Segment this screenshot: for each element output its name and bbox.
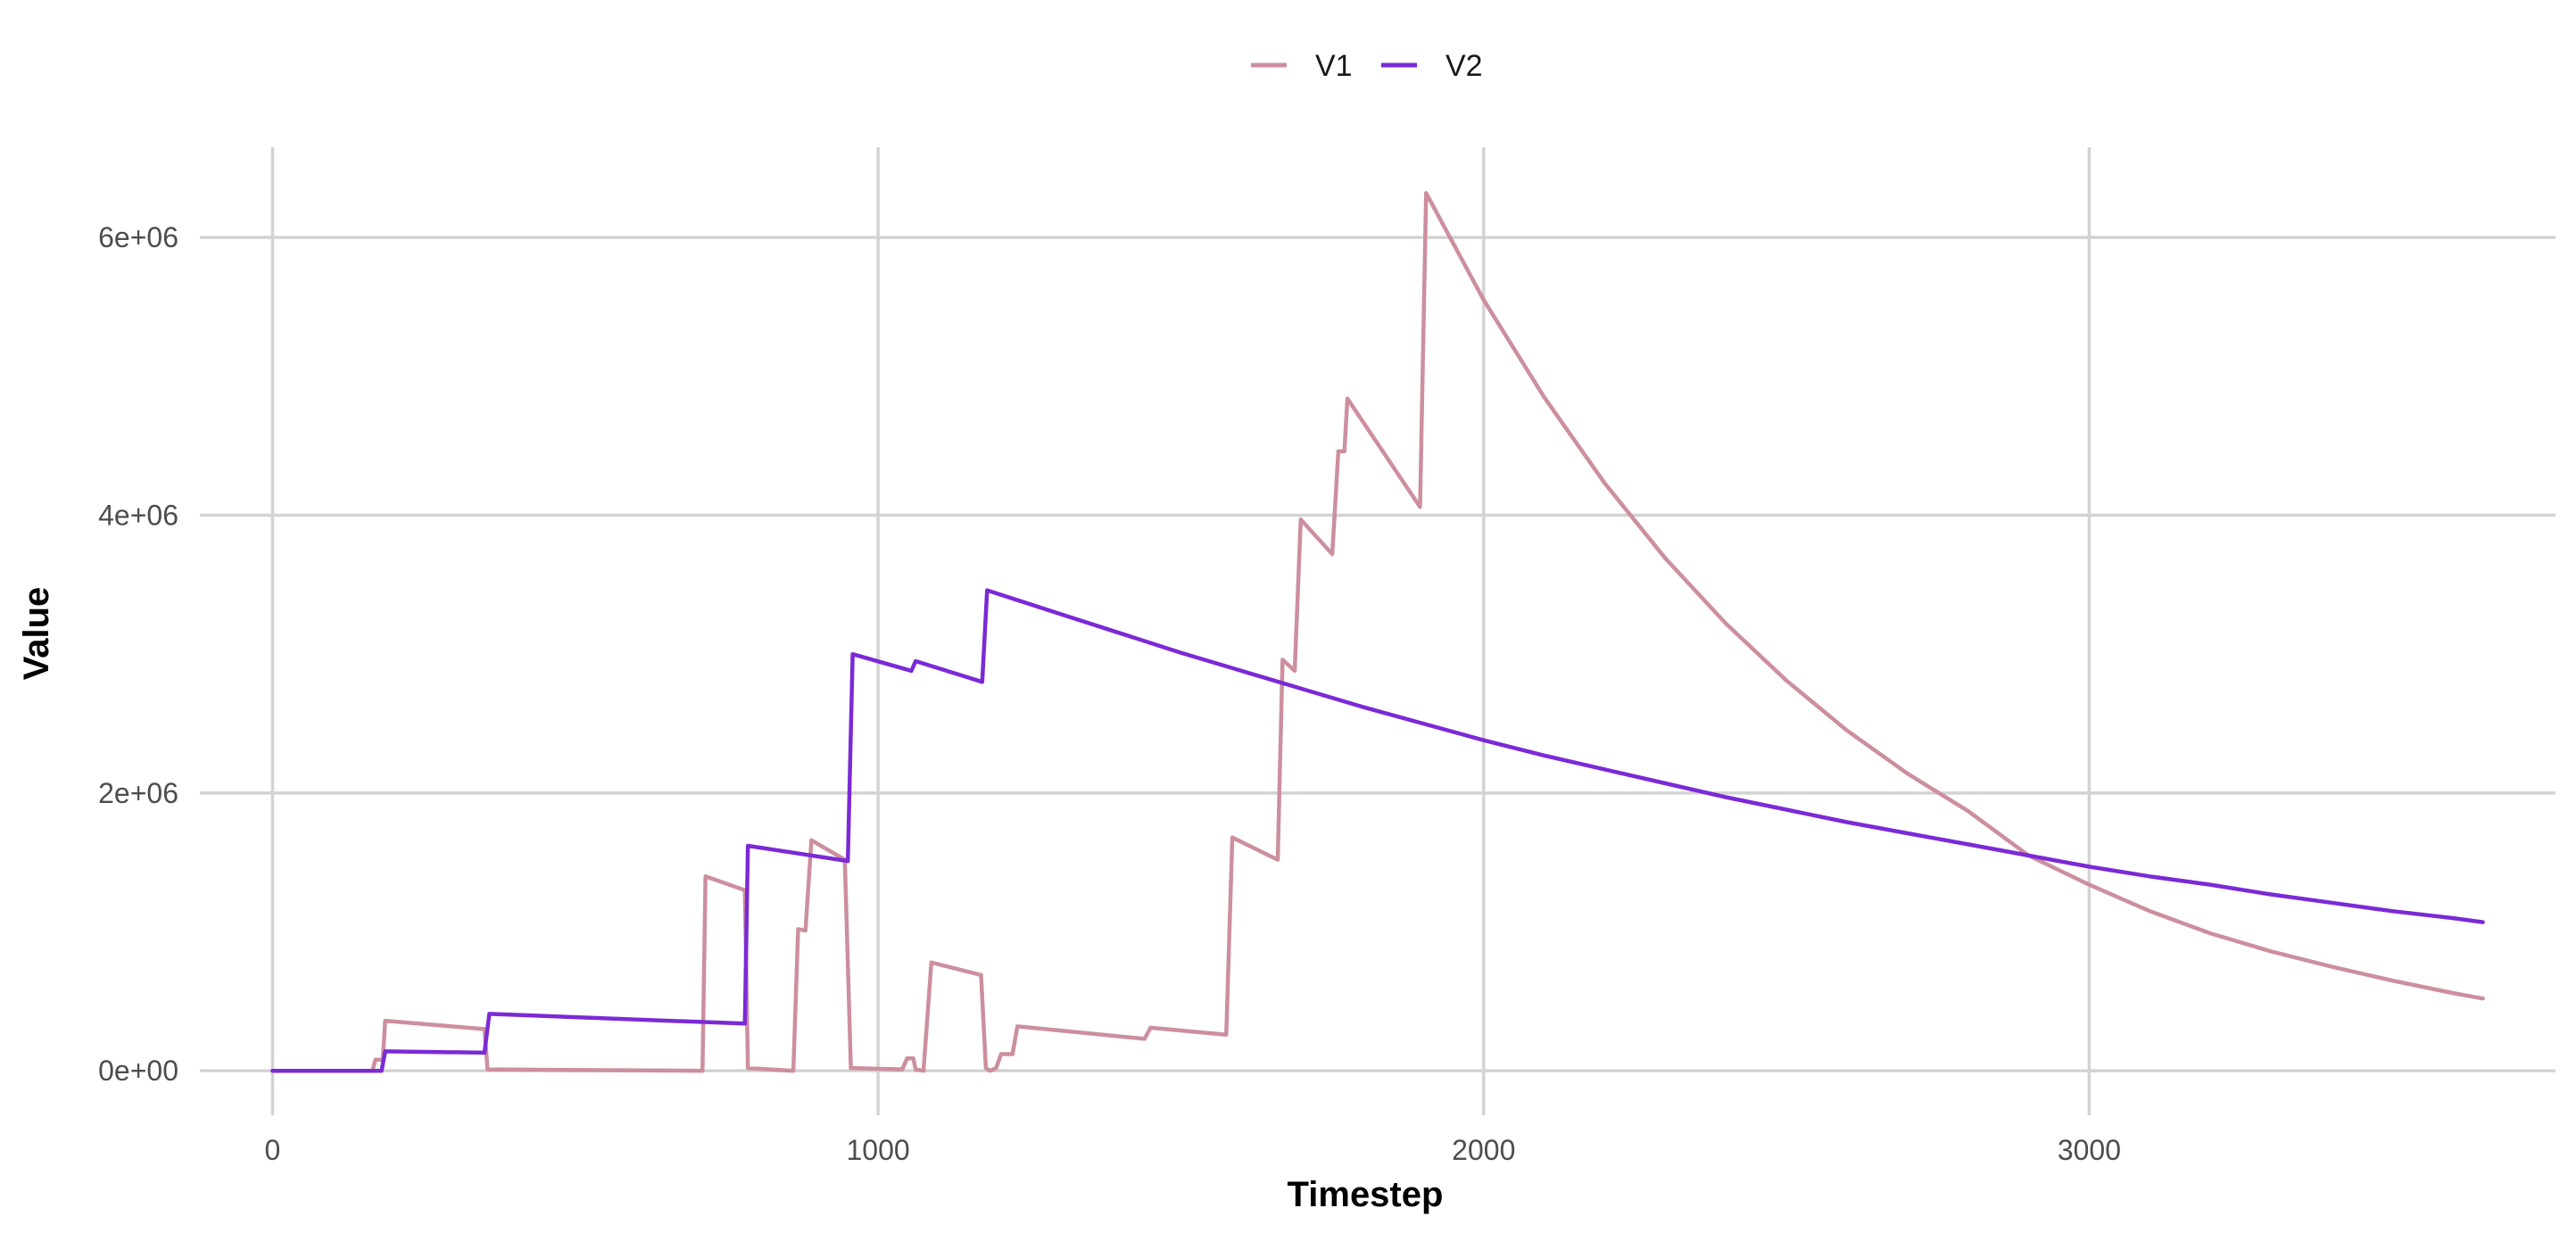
x-tick-label: 2000 <box>1452 1134 1515 1166</box>
x-axis-ticks: 0 1000 2000 3000 <box>265 1134 2121 1166</box>
legend-label-v1: V1 <box>1315 49 1353 83</box>
y-tick-label: 6e+06 <box>98 221 178 253</box>
x-tick-label: 1000 <box>847 1134 910 1166</box>
y-axis-ticks: 0e+00 2e+06 4e+06 6e+06 <box>98 221 178 1087</box>
series-lines <box>270 191 2485 1073</box>
x-tick-label: 3000 <box>2058 1134 2121 1166</box>
legend-label-v2: V2 <box>1445 49 1483 83</box>
series-line-v2 <box>270 588 2485 1073</box>
y-tick-label: 0e+00 <box>98 1055 178 1087</box>
x-axis-title: Timestep <box>1288 1175 1444 1214</box>
y-axis-title: Value <box>17 587 56 681</box>
y-tick-label: 2e+06 <box>98 777 178 809</box>
legend: V1 V2 <box>1251 49 1483 83</box>
y-tick-label: 4e+06 <box>98 500 178 532</box>
grid-lines <box>200 147 2555 1115</box>
series-line-v1 <box>270 191 2485 1073</box>
x-tick-label: 0 <box>265 1134 281 1166</box>
